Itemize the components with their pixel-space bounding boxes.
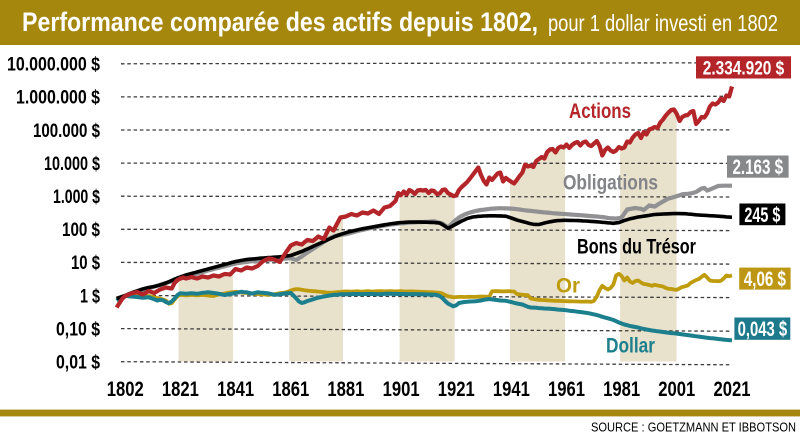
svg-text:2021: 2021	[714, 378, 751, 401]
svg-text:1.000.000 $: 1.000.000 $	[16, 88, 100, 109]
svg-text:1901: 1901	[383, 378, 420, 401]
svg-text:0,01 $: 0,01 $	[56, 353, 100, 374]
svg-text:1.000 $: 1.000 $	[53, 187, 100, 208]
svg-text:2001: 2001	[658, 378, 695, 401]
svg-text:Or: Or	[556, 275, 580, 298]
svg-text:4,06 $: 4,06 $	[744, 268, 786, 291]
svg-text:Performance comparée des actif: Performance comparée des actifs depuis 1…	[22, 7, 538, 37]
svg-text:1861: 1861	[272, 378, 309, 401]
svg-text:10.000 $: 10.000 $	[44, 154, 100, 175]
svg-text:1841: 1841	[217, 378, 254, 401]
svg-text:2.163 $: 2.163 $	[732, 156, 783, 179]
svg-text:100.000 $: 100.000 $	[33, 121, 100, 142]
svg-text:Obligations: Obligations	[563, 172, 658, 195]
svg-text:100 $: 100 $	[62, 220, 100, 241]
svg-text:0,10 $: 0,10 $	[56, 319, 100, 340]
svg-text:10 $: 10 $	[71, 253, 100, 274]
svg-text:1881: 1881	[327, 378, 364, 401]
svg-text:Bons du Trésor: Bons du Trésor	[577, 236, 696, 259]
svg-text:Actions: Actions	[569, 100, 631, 123]
svg-text:1821: 1821	[162, 378, 199, 401]
svg-text:SOURCE : GOETZMANN ET IBBOTSON: SOURCE : GOETZMANN ET IBBOTSON	[591, 421, 796, 435]
svg-text:0,043 $: 0,043 $	[738, 318, 788, 341]
svg-text:1 $: 1 $	[80, 286, 100, 307]
svg-text:1961: 1961	[548, 378, 585, 401]
svg-text:10.000.000 $: 10.000.000 $	[7, 55, 100, 76]
svg-text:1941: 1941	[493, 378, 530, 401]
svg-text:1921: 1921	[438, 378, 475, 401]
svg-text:245 $: 245 $	[744, 204, 780, 227]
svg-text:Dollar: Dollar	[606, 335, 655, 358]
svg-text:2.334.920 $: 2.334.920 $	[703, 57, 785, 79]
svg-text:pour 1 dollar investi en 1802: pour 1 dollar investi en 1802	[548, 10, 778, 36]
svg-text:1981: 1981	[603, 378, 640, 401]
svg-text:1802: 1802	[107, 378, 144, 401]
